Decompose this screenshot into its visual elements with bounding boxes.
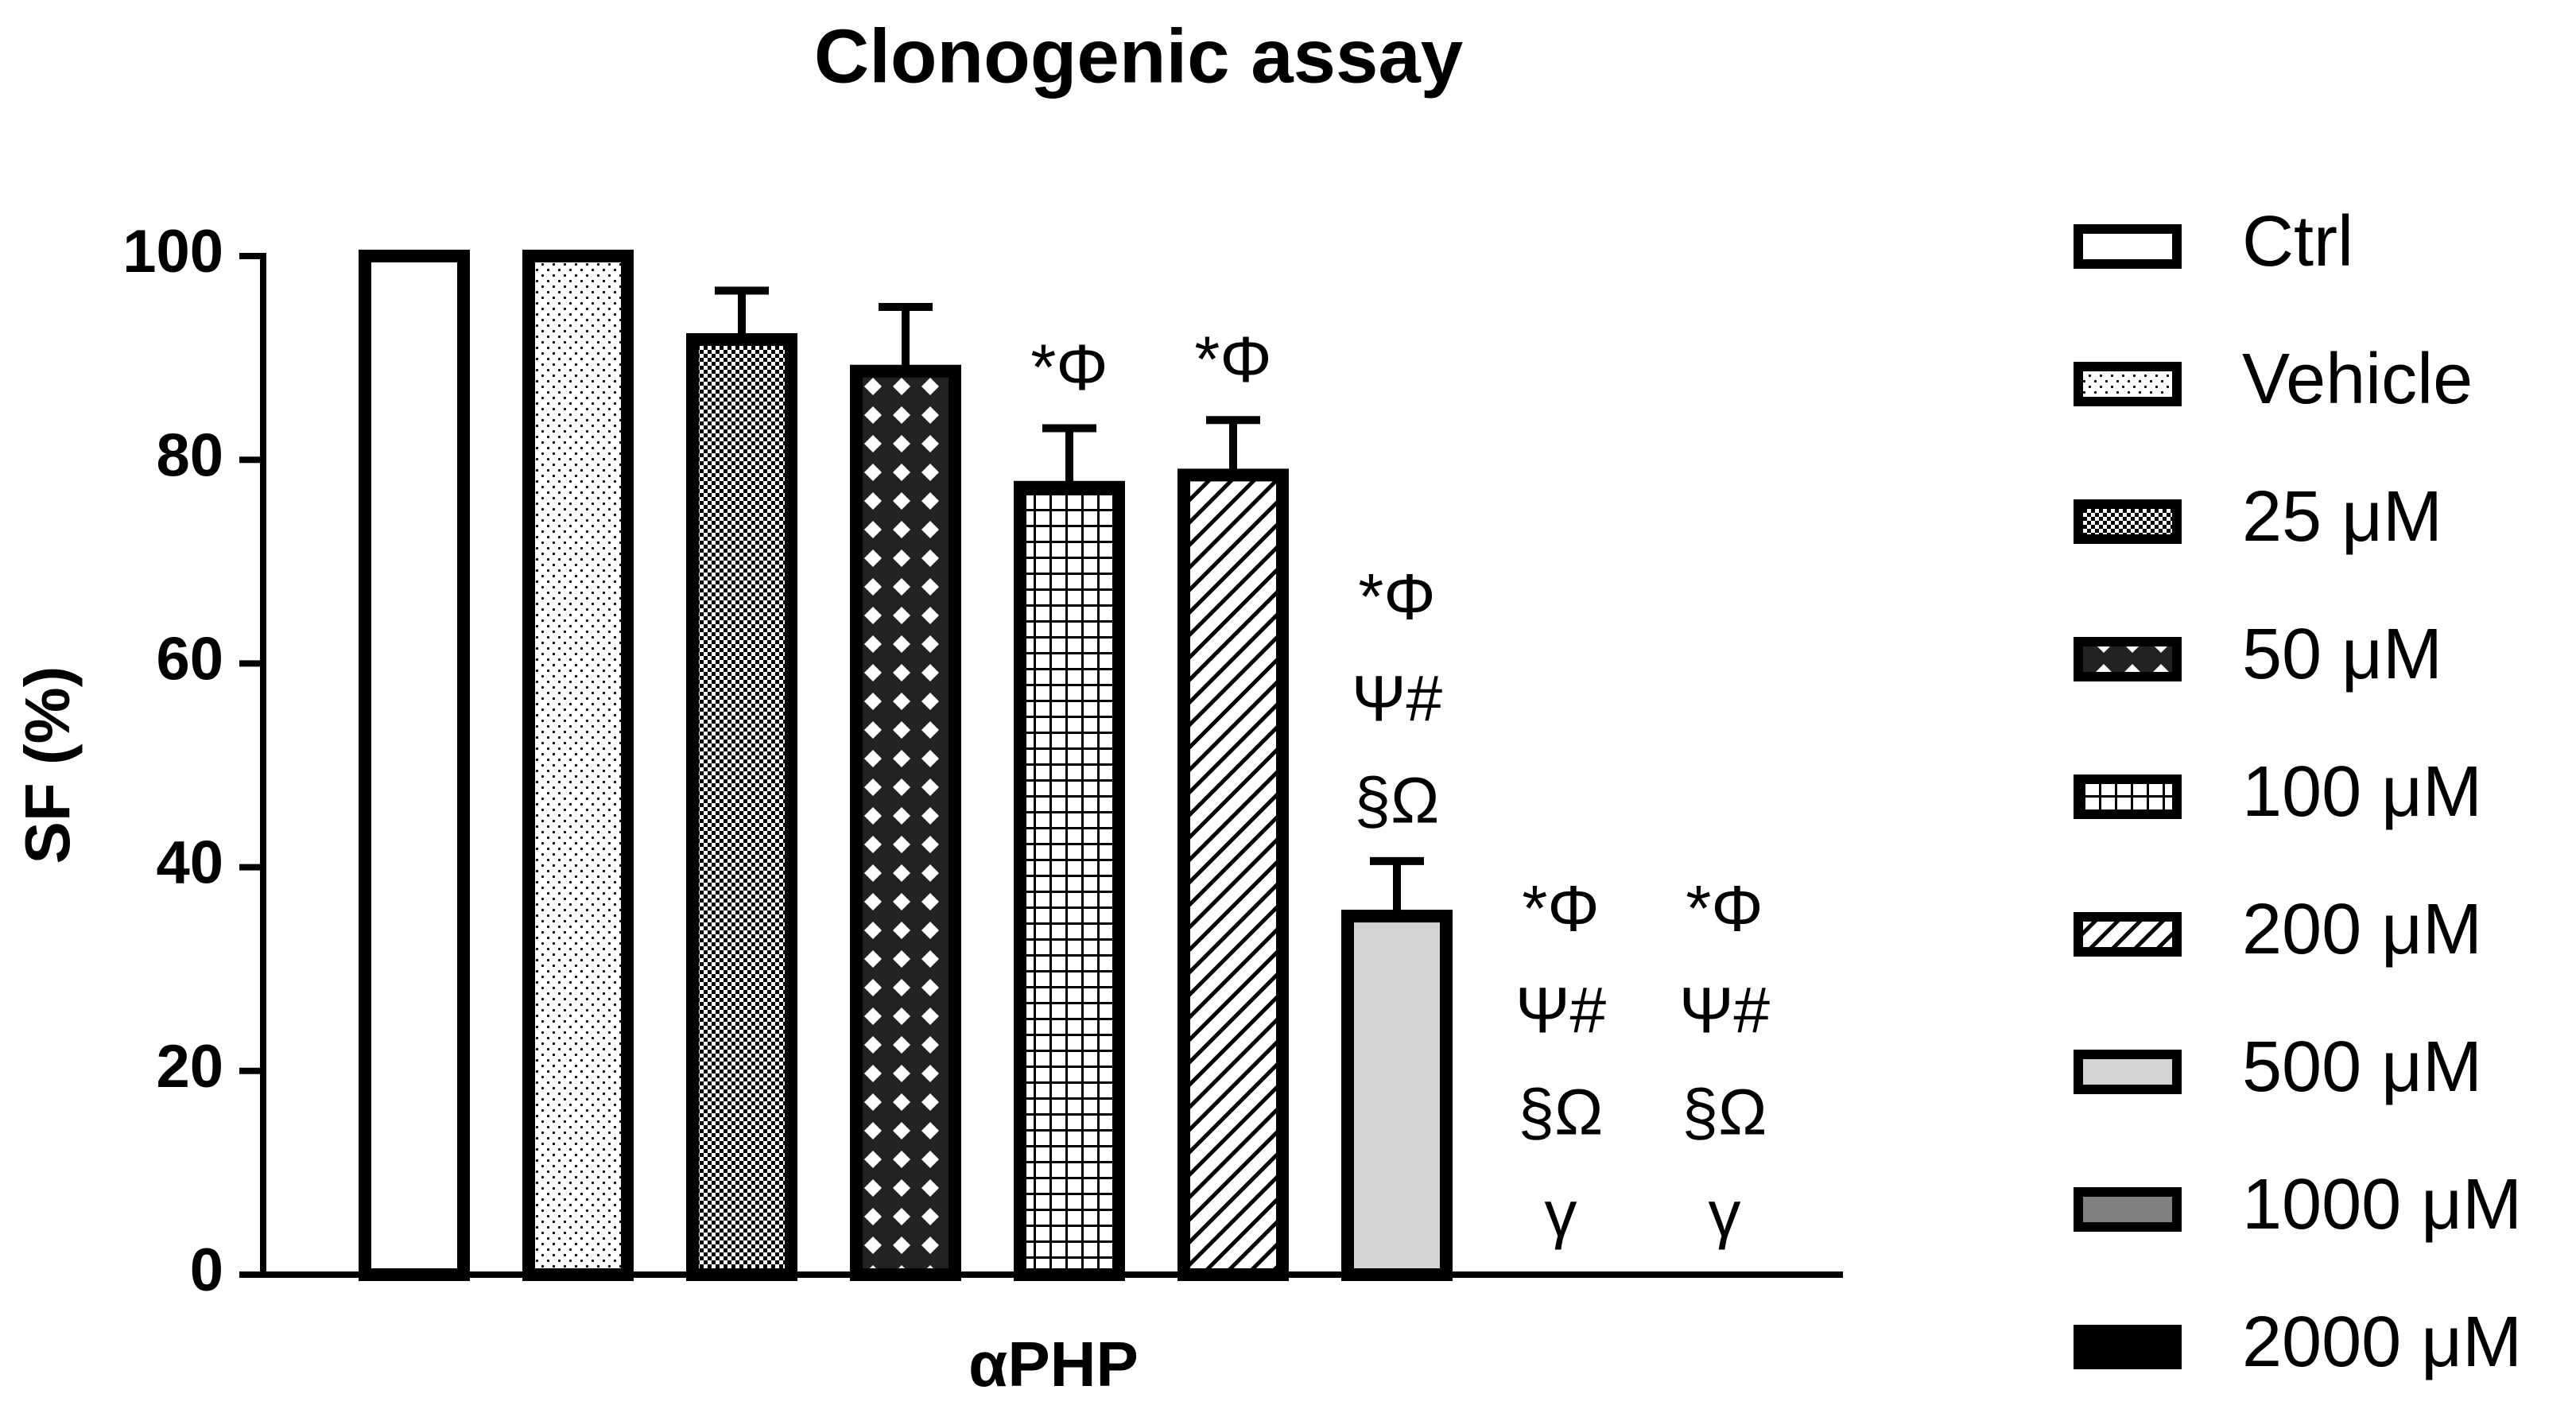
legend-swatch	[2074, 1187, 2182, 1232]
legend-swatch	[2074, 637, 2182, 681]
y-axis-title: SF (%)	[12, 666, 83, 864]
significance-label: *Φ	[1194, 324, 1271, 396]
error-bar	[715, 286, 769, 340]
significance-label: Ψ#	[1515, 975, 1607, 1047]
legend-label: 200 μM	[2242, 890, 2482, 969]
legend-swatch	[2074, 774, 2182, 819]
bar	[850, 364, 961, 1281]
legend-swatch	[2074, 1325, 2182, 1369]
x-axis-title: αPHP	[968, 1329, 1139, 1400]
significance-label: §Ω	[1355, 765, 1440, 837]
significance-label: *Φ	[1686, 873, 1763, 945]
bar	[686, 333, 797, 1281]
error-bar	[879, 303, 933, 371]
bar	[1177, 468, 1289, 1281]
significance-label: *Φ	[1522, 873, 1599, 945]
significance-label: Ψ#	[1679, 975, 1771, 1047]
y-tick-label: 0	[190, 1236, 223, 1304]
error-bar	[1206, 416, 1260, 476]
significance-label: *Φ	[1030, 332, 1108, 404]
significance-label: §Ω	[1519, 1077, 1604, 1149]
legend-swatch	[2074, 1050, 2182, 1094]
bar	[1341, 910, 1453, 1281]
y-tick-label: 80	[156, 421, 223, 489]
legend-swatch	[2074, 912, 2182, 957]
bar	[1014, 480, 1125, 1281]
legend-label: 25 μM	[2242, 477, 2442, 557]
legend-label: 500 μM	[2242, 1027, 2482, 1107]
legend-label: 50 μM	[2242, 615, 2442, 694]
legend-swatch	[2074, 499, 2182, 544]
y-tick-label: 60	[156, 625, 223, 693]
legend-swatch	[2074, 224, 2182, 269]
legend-label: 100 μM	[2242, 752, 2482, 832]
significance-label: §Ω	[1682, 1077, 1767, 1149]
bar	[522, 250, 634, 1281]
legend-label: Vehicle	[2242, 340, 2473, 419]
significance-label: γ	[1545, 1178, 1577, 1251]
legend-label: Ctrl	[2242, 202, 2353, 281]
legend-label: 1000 μM	[2242, 1165, 2522, 1244]
y-tick-label: 100	[122, 218, 223, 285]
significance-label: Ψ#	[1352, 663, 1443, 736]
chart-title: Clonogenic assay	[814, 14, 1463, 99]
error-bar	[1042, 424, 1096, 487]
y-tick-label: 40	[156, 829, 223, 897]
significance-label: γ	[1709, 1178, 1741, 1251]
legend-label: 2000 μM	[2242, 1302, 2522, 1382]
y-tick-label: 20	[156, 1033, 223, 1101]
legend-swatch	[2074, 362, 2182, 406]
error-bar	[1370, 856, 1424, 917]
significance-label: *Φ	[1358, 561, 1435, 634]
bar	[359, 250, 470, 1281]
